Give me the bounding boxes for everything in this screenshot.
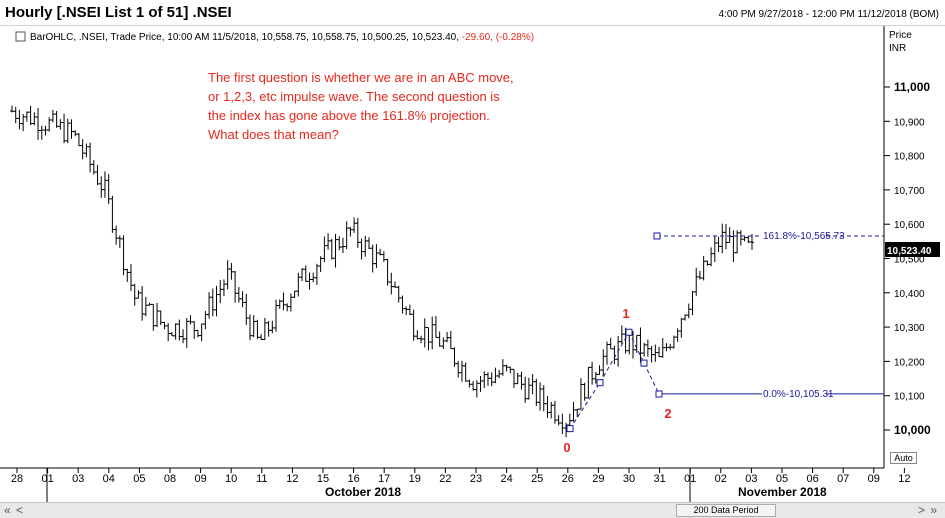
price-chart[interactable]: BarOHLC, .NSEI, Trade Price, 10:00 AM 11… xyxy=(0,26,945,502)
wave-handle xyxy=(640,359,648,367)
time-tick-label: 16 xyxy=(347,473,359,485)
current-price-label: 10,523.40 xyxy=(887,246,932,257)
time-tick-label: 12 xyxy=(898,473,910,485)
annotation-line-4: What does that mean? xyxy=(208,127,339,142)
annotation-line-3: the index has gone above the 161.8% proj… xyxy=(208,108,490,123)
wave-handle xyxy=(566,425,574,433)
time-tick-label: 08 xyxy=(164,473,176,485)
time-tick-label: 05 xyxy=(133,473,145,485)
time-tick-label: 30 xyxy=(623,473,635,485)
time-tick-label: 22 xyxy=(439,473,451,485)
price-tick-label: 10,400 xyxy=(894,289,925,300)
scroll-right-end-icon[interactable]: » xyxy=(930,503,937,517)
time-tick-label: 26 xyxy=(562,473,574,485)
wave-segment xyxy=(643,362,660,395)
time-tick-label: 19 xyxy=(409,473,421,485)
time-tick-label: 28 xyxy=(11,473,23,485)
time-tick-label: 04 xyxy=(103,473,115,485)
time-tick-label: 03 xyxy=(745,473,757,485)
price-tick-label: 10,000 xyxy=(894,423,931,437)
current-price-marker xyxy=(885,242,940,257)
auto-scale-button[interactable]: Auto xyxy=(890,452,917,464)
price-axis-ticks: 11,000 10,900 10,800 10,700 10,600 10,500 10,4… xyxy=(884,80,931,437)
time-tick-label: 03 xyxy=(72,473,84,485)
price-tick-label: 11,000 xyxy=(894,80,930,94)
time-tick-label: 10 xyxy=(225,473,237,485)
wave-label: 0 xyxy=(563,440,570,455)
wave-label: 2 xyxy=(664,406,671,421)
time-tick-label: 12 xyxy=(286,473,298,485)
annotation-line-1: The first question is whether we are in … xyxy=(208,70,514,85)
wave-label: 1 xyxy=(622,306,629,321)
time-tick-label: 01 xyxy=(41,473,53,485)
price-tick-label: 10,100 xyxy=(894,392,925,403)
time-tick-label: 07 xyxy=(837,473,849,485)
price-tick-label: 10,900 xyxy=(894,117,925,128)
time-tick-label: 09 xyxy=(194,473,206,485)
wave-overlays: 161.8%-10,565.73 0.0%-10,105.31 0 1 2 xyxy=(563,231,884,455)
time-tick-label: 29 xyxy=(592,473,604,485)
annotation-line-2: or 1,2,3, etc impulse wave. The second q… xyxy=(208,89,500,104)
price-tick-label: 10,200 xyxy=(894,357,925,368)
title-bar: Hourly [.NSEI List 1 of 51] .NSEI 4:00 P… xyxy=(0,0,945,26)
wave-handle xyxy=(655,390,663,398)
scroll-left-icon[interactable]: < xyxy=(16,503,24,517)
wave-segment xyxy=(599,331,630,383)
time-axis-ticks: 28 01 03 04 05 08 09 10 11 12 15 16 17 19 22 23 24 25 26 29… xyxy=(11,468,911,502)
window-title: Hourly [.NSEI List 1 of 51] .NSEI xyxy=(5,4,232,21)
projection-label-161: 161.8%-10,565.73 xyxy=(763,231,845,242)
wave-handle xyxy=(625,328,633,336)
month-label-october: October 2018 xyxy=(325,485,401,499)
price-tick-label: 10,800 xyxy=(894,152,925,163)
chart-scrollbar[interactable]: « < 200 Data Period > » xyxy=(0,502,945,518)
projection-handle xyxy=(653,232,661,240)
time-tick-label: 02 xyxy=(715,473,727,485)
ohlc-bars xyxy=(10,105,754,438)
scroll-left-end-icon[interactable]: « xyxy=(4,503,11,517)
scroll-right-icon[interactable]: > xyxy=(917,503,925,517)
time-tick-label: 05 xyxy=(776,473,788,485)
wave-handle xyxy=(596,379,604,387)
price-tick-label: 10,300 xyxy=(894,323,925,334)
time-tick-label: 24 xyxy=(500,473,512,485)
time-tick-label: 17 xyxy=(378,473,390,485)
time-tick-label: 25 xyxy=(531,473,543,485)
price-axis-header: Price xyxy=(889,30,912,41)
price-tick-label: 10,700 xyxy=(894,186,925,197)
data-period-box[interactable]: 200 Data Period xyxy=(676,504,776,517)
price-axis-currency: INR xyxy=(889,43,906,54)
time-tick-label: 11 xyxy=(256,473,267,485)
price-tick-label: 10,500 xyxy=(894,255,925,266)
month-label-november: November 2018 xyxy=(738,485,827,499)
projection-label-0: 0.0%-10,105.31 xyxy=(763,389,834,400)
legend-icon xyxy=(15,31,26,42)
price-tick-label: 10,600 xyxy=(894,220,925,231)
time-tick-label: 09 xyxy=(868,473,880,485)
time-tick-label: 31 xyxy=(653,473,665,485)
time-tick-label: 15 xyxy=(317,473,329,485)
date-range: 4:00 PM 9/27/2018 - 12:00 PM 11/12/2018 … xyxy=(718,9,940,20)
wave-segment xyxy=(569,382,601,429)
time-tick-label: 23 xyxy=(470,473,482,485)
time-tick-label: 06 xyxy=(806,473,818,485)
wave-segment xyxy=(628,332,645,364)
legend-text: BarOHLC, .NSEI, Trade Price, 10:00 AM 11… xyxy=(30,32,534,43)
